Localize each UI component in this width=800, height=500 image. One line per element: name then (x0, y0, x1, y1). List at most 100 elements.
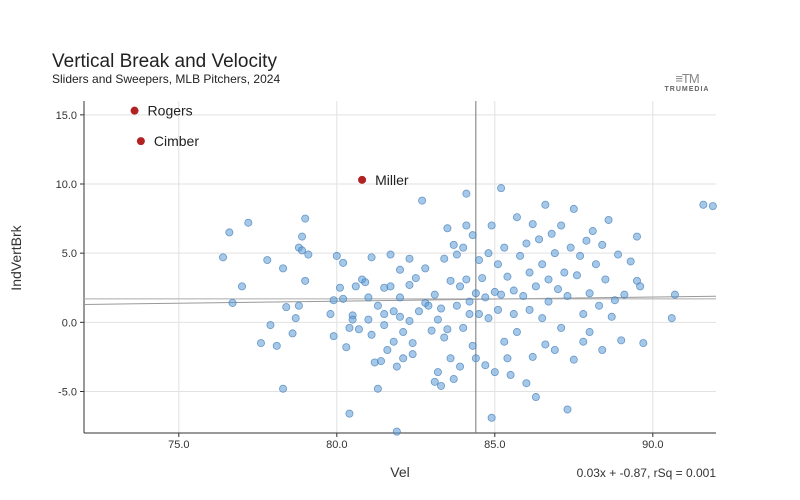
data-point[interactable] (636, 282, 645, 291)
data-point[interactable] (452, 250, 461, 259)
data-point[interactable] (244, 218, 253, 227)
data-point[interactable] (588, 227, 597, 236)
data-point[interactable] (474, 310, 483, 319)
data-point[interactable] (509, 310, 518, 319)
data-point[interactable] (598, 345, 607, 354)
data-point[interactable] (528, 352, 537, 361)
data-point[interactable] (591, 260, 600, 269)
highlighted-point[interactable] (136, 137, 145, 146)
data-point[interactable] (298, 232, 307, 241)
data-point[interactable] (487, 413, 496, 422)
data-point[interactable] (219, 253, 228, 262)
data-point[interactable] (405, 316, 414, 325)
data-point[interactable] (433, 368, 442, 377)
data-point[interactable] (550, 345, 559, 354)
data-point[interactable] (512, 213, 521, 222)
data-point[interactable] (377, 357, 386, 366)
data-point[interactable] (440, 333, 449, 342)
data-point[interactable] (256, 339, 265, 348)
data-point[interactable] (430, 377, 439, 386)
data-point[interactable] (228, 298, 237, 307)
data-point[interactable] (506, 370, 515, 379)
data-point[interactable] (471, 354, 480, 363)
data-point[interactable] (395, 293, 404, 302)
data-point[interactable] (462, 189, 471, 198)
data-point[interactable] (550, 249, 559, 258)
data-point[interactable] (383, 345, 392, 354)
data-point[interactable] (484, 314, 493, 323)
data-point[interactable] (572, 271, 581, 280)
data-point[interactable] (339, 258, 348, 267)
data-point[interactable] (503, 354, 512, 363)
data-point[interactable] (389, 307, 398, 316)
data-point[interactable] (456, 362, 465, 371)
data-point[interactable] (414, 307, 423, 316)
data-point[interactable] (449, 240, 458, 249)
data-point[interactable] (430, 290, 439, 299)
data-point[interactable] (582, 236, 591, 245)
data-point[interactable] (361, 278, 370, 287)
data-point[interactable] (342, 343, 351, 352)
data-point[interactable] (345, 409, 354, 418)
data-point[interactable] (566, 243, 575, 252)
data-point[interactable] (440, 254, 449, 263)
data-point[interactable] (614, 250, 623, 259)
data-point[interactable] (519, 292, 528, 301)
data-point[interactable] (367, 330, 376, 339)
data-point[interactable] (563, 405, 572, 414)
data-point[interactable] (427, 326, 436, 335)
data-point[interactable] (446, 276, 455, 285)
data-point[interactable] (544, 297, 553, 306)
data-point[interactable] (389, 337, 398, 346)
data-point[interactable] (484, 249, 493, 258)
data-point[interactable] (620, 290, 629, 299)
data-point[interactable] (579, 310, 588, 319)
data-point[interactable] (487, 221, 496, 230)
data-point[interactable] (405, 280, 414, 289)
data-point[interactable] (610, 296, 619, 305)
data-point[interactable] (452, 301, 461, 310)
data-point[interactable] (446, 354, 455, 363)
data-point[interactable] (569, 204, 578, 213)
data-point[interactable] (465, 310, 474, 319)
data-point[interactable] (468, 231, 477, 240)
data-point[interactable] (493, 260, 502, 269)
data-point[interactable] (263, 256, 272, 265)
highlighted-point[interactable] (358, 175, 367, 184)
data-point[interactable] (509, 286, 518, 295)
data-point[interactable] (516, 251, 525, 260)
data-point[interactable] (626, 257, 635, 266)
data-point[interactable] (500, 243, 509, 252)
data-point[interactable] (481, 361, 490, 370)
data-point[interactable] (288, 329, 297, 338)
data-point[interactable] (569, 355, 578, 364)
data-point[interactable] (598, 240, 607, 249)
data-point[interactable] (639, 339, 648, 348)
data-point[interactable] (607, 312, 616, 321)
data-point[interactable] (339, 294, 348, 303)
data-point[interactable] (279, 264, 288, 273)
data-point[interactable] (272, 341, 281, 350)
data-point[interactable] (373, 384, 382, 393)
data-point[interactable] (497, 184, 506, 193)
data-point[interactable] (459, 243, 468, 252)
data-point[interactable] (585, 328, 594, 337)
data-point[interactable] (576, 251, 585, 260)
data-point[interactable] (443, 325, 452, 334)
data-point[interactable] (547, 229, 556, 238)
data-point[interactable] (541, 200, 550, 209)
data-point[interactable] (478, 274, 487, 283)
data-point[interactable] (525, 268, 534, 277)
data-point[interactable] (291, 314, 300, 323)
data-point[interactable] (490, 368, 499, 377)
data-point[interactable] (531, 393, 540, 402)
data-point[interactable] (538, 260, 547, 269)
data-point[interactable] (237, 282, 246, 291)
data-point[interactable] (405, 254, 414, 263)
data-point[interactable] (462, 275, 471, 284)
data-point[interactable] (279, 384, 288, 393)
data-point[interactable] (531, 282, 540, 291)
data-point[interactable] (354, 325, 363, 334)
data-point[interactable] (522, 239, 531, 248)
data-point[interactable] (462, 221, 471, 230)
